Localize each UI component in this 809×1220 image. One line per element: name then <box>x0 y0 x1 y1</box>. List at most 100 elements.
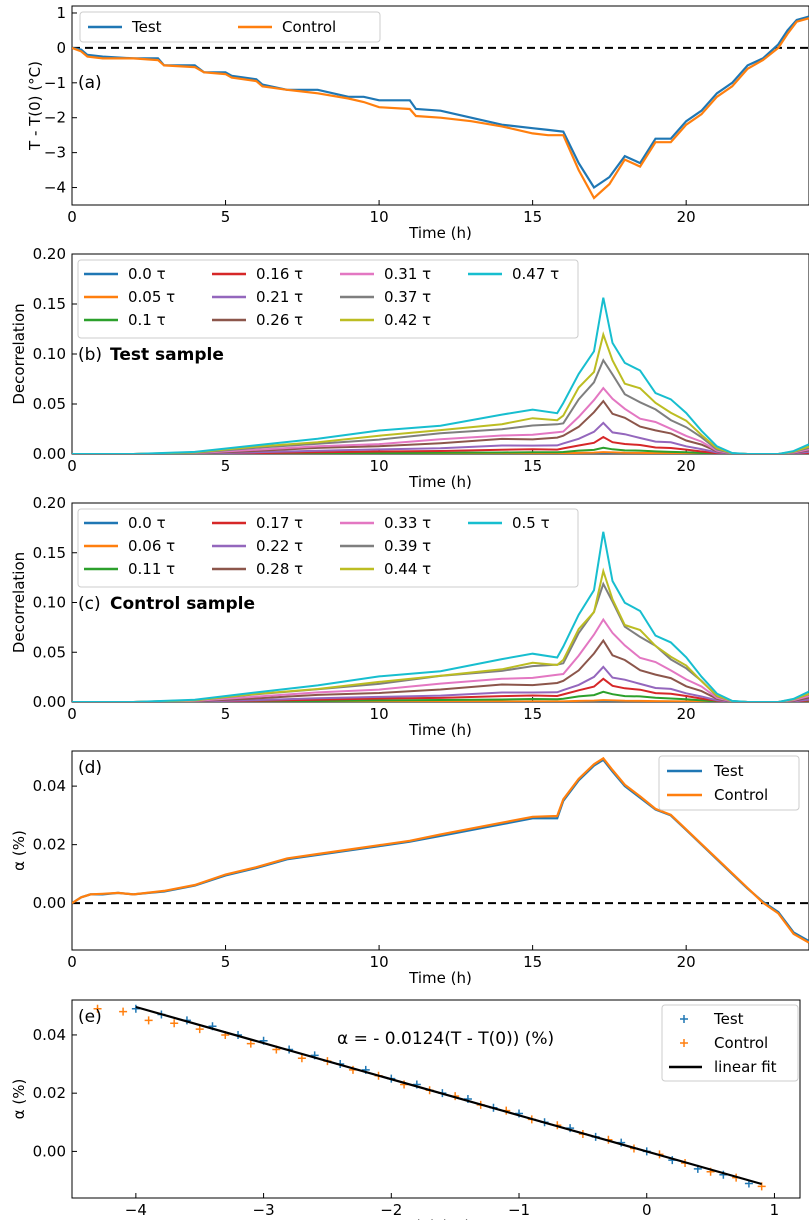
legend-label: 0.05 τ <box>128 288 175 306</box>
legend: Test Control linear fit <box>661 1004 799 1082</box>
panel-label: (c) <box>78 594 101 614</box>
legend-label: 0.28 τ <box>256 560 303 578</box>
x-tick-label: 10 <box>370 953 389 971</box>
plot-area <box>72 531 809 702</box>
axes-frame <box>71 750 809 951</box>
y-tick-label: −1 <box>44 74 66 92</box>
y-tick-label: 0.04 <box>33 777 66 795</box>
panel-label: (a) <box>78 73 102 93</box>
panel-title: Control sample <box>110 594 255 614</box>
legend-label: 0.33 τ <box>384 514 431 532</box>
legend-label: 0.22 τ <box>256 537 303 555</box>
legend-frame <box>661 1004 799 1082</box>
x-tick-label: 0 <box>67 705 77 723</box>
panel-5: −4 −3 −2 −1 0 1 0.00 0.02 0.04 T - T(0) (°C) α (%)… <box>10 999 801 1220</box>
legend-label: 0.11 τ <box>128 560 175 578</box>
legend-label: 0.1 τ <box>128 311 166 329</box>
x-tick-label: 5 <box>221 208 231 226</box>
y-axis-label: T - T(0) (°C) <box>26 61 44 151</box>
scatter-point <box>297 1054 306 1063</box>
x-tick-label: 20 <box>677 953 696 971</box>
plot-area <box>72 15 809 200</box>
scatter-point <box>144 1016 153 1025</box>
legend-label: 0.42 τ <box>384 311 431 329</box>
plot-area <box>93 1004 766 1191</box>
y-tick-label: 0.00 <box>33 693 66 711</box>
series-line <box>72 756 809 944</box>
y-tick-label: 0.00 <box>33 445 66 463</box>
y-tick-label: 0.00 <box>33 1142 66 1160</box>
y-tick-label: 0.05 <box>33 395 66 413</box>
legend: Test Control <box>79 11 381 43</box>
x-tick-label: −3 <box>253 1201 275 1219</box>
panel-4: 0 5 10 15 20 0.00 0.02 0.04 Time (h) α (%) (d) Test… <box>10 750 809 987</box>
x-tick-label: 1 <box>770 1201 780 1219</box>
series-line <box>72 567 809 702</box>
y-tick-label: 0.02 <box>33 1084 66 1102</box>
panel-label: (e) <box>78 1007 102 1027</box>
x-tick-label: −1 <box>508 1201 530 1219</box>
y-tick-label: 0.15 <box>33 544 66 562</box>
legend-label: 0.5 τ <box>512 514 550 532</box>
x-tick-label: 5 <box>221 953 231 971</box>
series-line <box>72 531 809 702</box>
legend-label: 0.0 τ <box>128 265 166 283</box>
panel-label: (d) <box>78 758 102 778</box>
legend-label: Control <box>282 18 336 36</box>
x-tick-label: 10 <box>370 457 389 475</box>
panel-3: 0 5 10 15 20 0.00 0.05 0.10 0.15 0.20 Time (h) Deco… <box>10 494 809 739</box>
series-line <box>72 17 809 200</box>
x-tick-label: 20 <box>677 457 696 475</box>
y-axis-label: Decorrelation <box>10 303 28 404</box>
x-tick-label: 5 <box>221 457 231 475</box>
legend-label: 0.44 τ <box>384 560 431 578</box>
legend: 0.0 τ 0.06 τ 0.11 τ 0.17 τ 0.22 τ 0.28 τ 0.33 … <box>77 508 579 588</box>
legend-label: 0.37 τ <box>384 288 431 306</box>
series-line <box>135 1005 762 1186</box>
series-line <box>72 297 809 454</box>
y-tick-label: 1 <box>56 4 66 22</box>
legend-frame <box>77 259 579 339</box>
legend-label: Test <box>713 1010 744 1028</box>
x-tick-label: 10 <box>370 705 389 723</box>
legend-label: 0.06 τ <box>128 537 175 555</box>
legend: 0.0 τ 0.05 τ 0.1 τ 0.16 τ 0.21 τ 0.26 τ 0.31 τ… <box>77 259 579 339</box>
legend: Test Control <box>658 755 800 811</box>
y-tick-label: −3 <box>44 144 66 162</box>
y-tick-label: 0 <box>56 39 66 57</box>
x-tick-label: 0 <box>67 208 77 226</box>
y-tick-label: 0.20 <box>33 494 66 512</box>
x-tick-label: 0 <box>67 457 77 475</box>
y-tick-label: 0.20 <box>33 245 66 263</box>
y-tick-label: 0.10 <box>33 594 66 612</box>
legend-label: 0.47 τ <box>512 265 559 283</box>
x-tick-label: −2 <box>380 1201 402 1219</box>
x-tick-label: 20 <box>677 208 696 226</box>
legend-label: 0.31 τ <box>384 265 431 283</box>
scatter-point <box>93 1004 102 1013</box>
legend-frame <box>79 11 381 43</box>
y-tick-label: −2 <box>44 109 66 127</box>
x-tick-label: 20 <box>677 705 696 723</box>
axes-frame <box>71 5 809 206</box>
fit-equation: α = - 0.0124(T - T(0)) (%) <box>337 1029 554 1049</box>
plot-area <box>72 297 809 454</box>
y-tick-label: 0.05 <box>33 643 66 661</box>
x-tick-label: 15 <box>523 457 542 475</box>
scatter-point <box>195 1025 204 1034</box>
legend-label: Control <box>714 1034 768 1052</box>
panel-title: Test sample <box>110 345 224 365</box>
scatter-point <box>119 1007 128 1016</box>
series-line <box>72 15 809 190</box>
x-axis-label: Time (h) <box>408 721 472 739</box>
legend-label: Control <box>714 786 768 804</box>
plot-area <box>72 756 809 944</box>
legend-label: 0.39 τ <box>384 537 431 555</box>
legend-label: linear fit <box>714 1058 777 1076</box>
x-axis-label: Time (h) <box>408 473 472 491</box>
legend-label: 0.17 τ <box>256 514 303 532</box>
x-axis-label: T - T(0) (°C) <box>381 1217 471 1220</box>
x-tick-label: 10 <box>370 208 389 226</box>
y-tick-label: 0.02 <box>33 836 66 854</box>
y-tick-label: −4 <box>44 179 66 197</box>
